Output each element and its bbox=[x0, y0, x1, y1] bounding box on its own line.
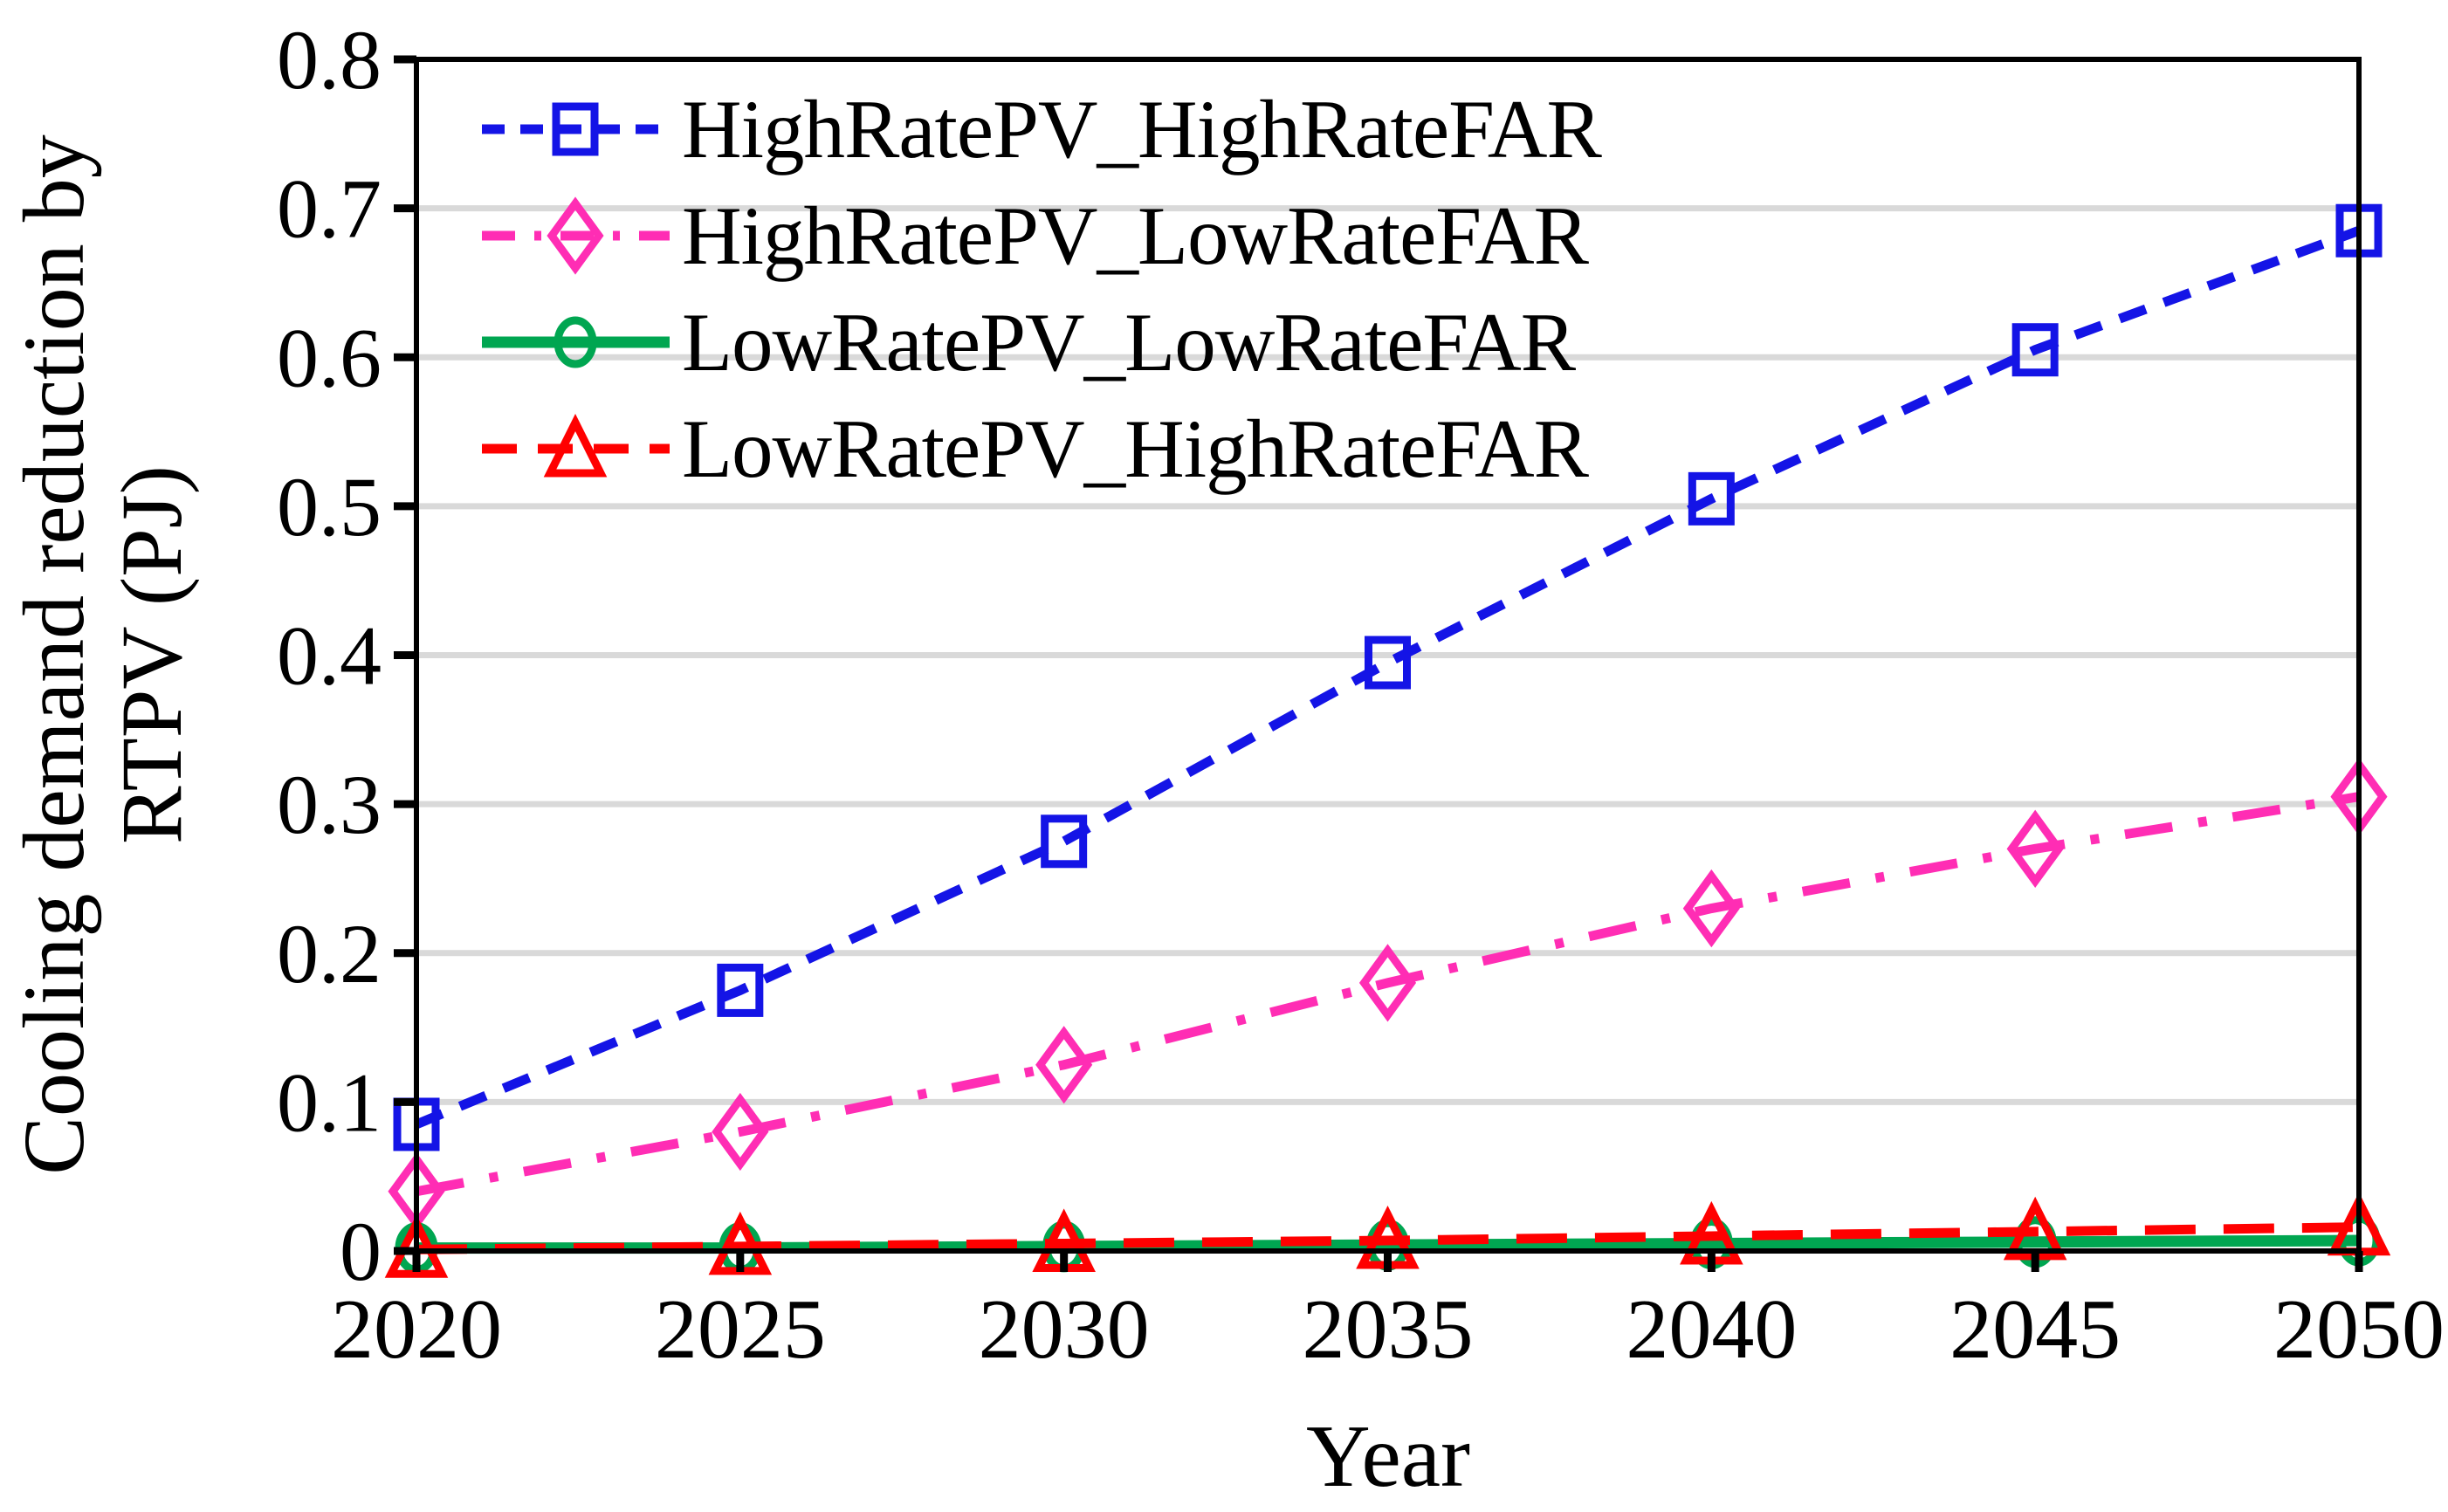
legend-item: LowRatePV_LowRateFAR bbox=[482, 289, 1601, 395]
y-axis-title-line2: RTPV (PJ) bbox=[103, 465, 200, 844]
series-line bbox=[416, 792, 2360, 1197]
square-marker bbox=[717, 963, 764, 1017]
square-marker bbox=[1688, 471, 1735, 526]
y-axis-title: Cooling demand reduction by RTPV (PJ) bbox=[5, 35, 201, 1275]
x-tick-label: 2020 bbox=[331, 1282, 502, 1377]
diamond-marker bbox=[1682, 869, 1740, 948]
y-tick-label: 0.5 bbox=[277, 460, 382, 553]
y-tick-label: 0.4 bbox=[277, 609, 382, 703]
y-tick-label: 0.3 bbox=[277, 758, 382, 851]
x-tick-label: 2050 bbox=[2273, 1282, 2445, 1377]
legend-marker bbox=[482, 316, 670, 368]
y-tick-label: 0.8 bbox=[277, 13, 382, 107]
legend-marker bbox=[482, 413, 670, 478]
y-axis-title-line1: Cooling demand reduction by bbox=[5, 134, 102, 1175]
diamond-marker bbox=[712, 1092, 769, 1172]
y-tick-label: 0 bbox=[340, 1205, 382, 1298]
circle-marker bbox=[554, 316, 597, 368]
x-axis-title: Year bbox=[1306, 1407, 1470, 1506]
legend-marker bbox=[482, 102, 670, 156]
series-HighRatePV_LowRateFAR bbox=[388, 757, 2388, 1231]
legend-label: LowRatePV_LowRateFAR bbox=[682, 295, 1576, 388]
y-tick-label: 0.2 bbox=[277, 907, 382, 1000]
triangle-marker bbox=[543, 413, 608, 478]
square-marker bbox=[2011, 323, 2059, 377]
legend-label: HighRatePV_HighRateFAR bbox=[682, 82, 1602, 175]
axis-ticks: 0 0.1 0.2 0.3 0.4 0.5 0.6 0.7 0.8 2020 2025 2030 203… bbox=[277, 13, 2445, 1377]
legend-item: HighRatePV_LowRateFAR bbox=[482, 182, 1601, 289]
x-tick-label: 2045 bbox=[1949, 1282, 2121, 1377]
legend: HighRatePV_HighRateFAR HighRatePV_LowRate… bbox=[482, 76, 1602, 502]
x-tick-label: 2035 bbox=[1303, 1282, 1474, 1377]
diamond-marker bbox=[1358, 944, 1417, 1022]
gridlines bbox=[416, 205, 2359, 1105]
diamond-marker bbox=[547, 196, 604, 275]
legend-item: LowRatePV_HighRateFAR bbox=[482, 395, 1601, 502]
series-line bbox=[416, 1222, 2360, 1254]
diamond-marker bbox=[2006, 809, 2064, 888]
x-tick-label: 2025 bbox=[655, 1282, 826, 1377]
legend-label: LowRatePV_HighRateFAR bbox=[682, 402, 1589, 495]
y-tick-label: 0.7 bbox=[277, 162, 382, 256]
diamond-marker bbox=[1035, 1026, 1093, 1104]
legend-item: HighRatePV_HighRateFAR bbox=[482, 76, 1602, 182]
square-marker bbox=[1365, 636, 1411, 690]
y-tick-label: 0.1 bbox=[277, 1055, 382, 1149]
legend-label: HighRatePV_LowRateFAR bbox=[682, 189, 1589, 282]
square-marker bbox=[552, 102, 599, 156]
legend-marker bbox=[482, 196, 670, 275]
y-tick-label: 0.6 bbox=[277, 311, 382, 404]
square-marker bbox=[1041, 814, 1088, 869]
x-tick-label: 2040 bbox=[1626, 1282, 1797, 1377]
x-tick-label: 2030 bbox=[979, 1282, 1150, 1377]
series-line bbox=[414, 226, 2361, 1130]
